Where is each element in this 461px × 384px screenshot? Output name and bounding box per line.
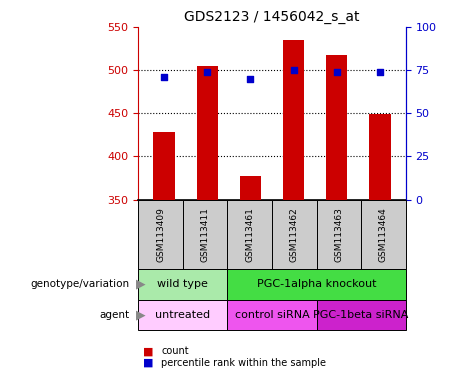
Text: ▶: ▶ xyxy=(136,308,146,321)
Text: count: count xyxy=(161,346,189,356)
Text: GSM113461: GSM113461 xyxy=(245,207,254,262)
Bar xyxy=(272,200,317,269)
Text: ▶: ▶ xyxy=(136,278,146,291)
Bar xyxy=(196,66,218,200)
Bar xyxy=(369,114,390,200)
Text: agent: agent xyxy=(99,310,129,320)
Text: ■: ■ xyxy=(143,346,154,356)
Text: untreated: untreated xyxy=(155,310,210,320)
Bar xyxy=(361,200,406,269)
Text: ■: ■ xyxy=(143,358,154,368)
Text: percentile rank within the sample: percentile rank within the sample xyxy=(161,358,326,368)
Bar xyxy=(326,55,348,200)
Text: genotype/variation: genotype/variation xyxy=(30,279,129,289)
Bar xyxy=(240,176,261,200)
Bar xyxy=(138,300,227,330)
Text: wild type: wild type xyxy=(157,279,208,289)
Text: PGC-1alpha knockout: PGC-1alpha knockout xyxy=(257,279,376,289)
Bar xyxy=(317,300,406,330)
Title: GDS2123 / 1456042_s_at: GDS2123 / 1456042_s_at xyxy=(184,10,360,25)
Text: PGC-1beta siRNA: PGC-1beta siRNA xyxy=(313,310,409,320)
Bar xyxy=(317,200,361,269)
Point xyxy=(160,74,168,80)
Point xyxy=(290,67,297,73)
Bar xyxy=(183,200,227,269)
Point xyxy=(247,76,254,82)
Bar xyxy=(283,40,304,200)
Text: GSM113411: GSM113411 xyxy=(201,207,210,262)
Point xyxy=(204,69,211,75)
Text: GSM113409: GSM113409 xyxy=(156,207,165,262)
Bar xyxy=(154,132,175,200)
Text: GSM113463: GSM113463 xyxy=(334,207,343,262)
Bar xyxy=(227,300,317,330)
Bar xyxy=(138,200,183,269)
Point xyxy=(376,69,384,75)
Bar xyxy=(138,269,227,300)
Text: control siRNA: control siRNA xyxy=(235,310,309,320)
Point xyxy=(333,69,340,75)
Bar xyxy=(227,269,406,300)
Text: GSM113462: GSM113462 xyxy=(290,207,299,262)
Text: GSM113464: GSM113464 xyxy=(379,207,388,262)
Bar xyxy=(227,200,272,269)
